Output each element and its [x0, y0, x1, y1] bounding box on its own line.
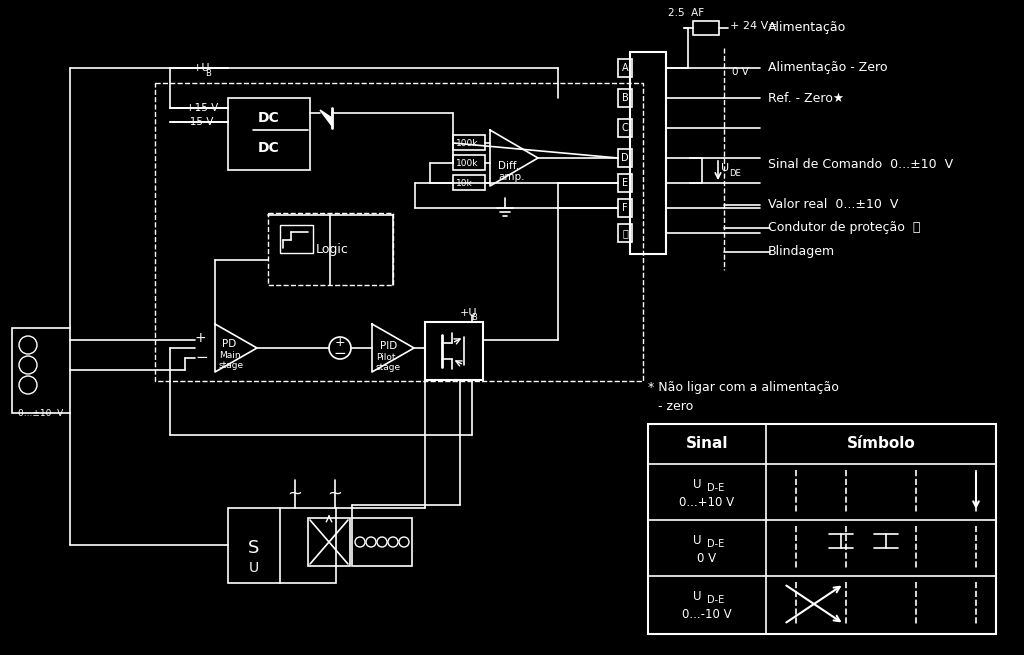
Bar: [618, 89, 632, 107]
Text: + 24 V=: + 24 V=: [730, 21, 777, 31]
Text: 0...+10 V: 0...+10 V: [680, 495, 734, 508]
Text: -15 V: -15 V: [186, 117, 213, 127]
Text: PID: PID: [380, 341, 397, 351]
Bar: [228, 508, 336, 583]
Text: A: A: [622, 63, 629, 73]
Bar: [630, 52, 666, 254]
Text: DC: DC: [258, 141, 280, 155]
Text: 0...-10 V: 0...-10 V: [682, 607, 732, 620]
Text: −: −: [195, 350, 208, 365]
Text: E: E: [622, 178, 628, 188]
Bar: [648, 424, 996, 634]
Text: D-E: D-E: [707, 595, 724, 605]
Text: Símbolo: Símbolo: [847, 436, 915, 451]
Bar: [352, 518, 412, 566]
Text: - zero: - zero: [658, 400, 693, 413]
Text: DE: DE: [729, 168, 740, 178]
Text: U: U: [693, 534, 701, 546]
Text: Diff.: Diff.: [498, 161, 519, 171]
Bar: [453, 135, 485, 150]
Text: Main: Main: [219, 352, 241, 360]
Text: Sinal de Comando  0...±10  V: Sinal de Comando 0...±10 V: [768, 159, 953, 172]
Bar: [155, 83, 643, 381]
Text: Blindagem: Blindagem: [768, 246, 836, 259]
Bar: [618, 224, 632, 242]
Bar: [618, 59, 632, 77]
Text: U: U: [721, 163, 729, 173]
Text: U: U: [249, 561, 259, 575]
Bar: [280, 225, 313, 253]
Text: F: F: [623, 203, 628, 213]
Bar: [618, 119, 632, 137]
Text: 100k: 100k: [456, 138, 478, 147]
Text: +: +: [195, 331, 207, 345]
Text: ~: ~: [328, 485, 342, 503]
Text: +U: +U: [460, 308, 477, 318]
Bar: [693, 21, 719, 35]
Text: 100k: 100k: [456, 159, 478, 168]
Bar: [618, 199, 632, 217]
Text: Alimentação - Zero: Alimentação - Zero: [768, 62, 888, 75]
Text: Logic: Logic: [315, 244, 348, 257]
Bar: [618, 174, 632, 192]
Text: * Não ligar com a alimentação: * Não ligar com a alimentação: [648, 381, 839, 394]
Text: Alimentação: Alimentação: [768, 22, 846, 35]
Text: ⏚: ⏚: [622, 228, 628, 238]
Polygon shape: [319, 110, 332, 126]
Text: B: B: [622, 93, 629, 103]
Bar: [425, 322, 483, 380]
Text: Valor real  0...±10  V: Valor real 0...±10 V: [768, 198, 898, 212]
Text: −: −: [334, 346, 346, 362]
Bar: [12, 328, 70, 413]
Text: S: S: [248, 539, 260, 557]
Text: 0...±10  V: 0...±10 V: [18, 409, 63, 417]
Bar: [308, 518, 350, 566]
Text: +U: +U: [193, 63, 211, 73]
Text: 0 V: 0 V: [732, 67, 749, 77]
Text: stage: stage: [219, 362, 244, 371]
Text: 0 V: 0 V: [697, 552, 717, 565]
Text: +15 V: +15 V: [186, 103, 218, 113]
Text: ~: ~: [288, 485, 302, 503]
Text: amp.: amp.: [498, 172, 524, 182]
Text: Condutor de proteção  ⏚: Condutor de proteção ⏚: [768, 221, 921, 234]
Text: D-E: D-E: [707, 539, 724, 549]
Text: D-E: D-E: [707, 483, 724, 493]
Bar: [268, 213, 393, 285]
Text: Ref. - Zero★: Ref. - Zero★: [768, 92, 844, 105]
Bar: [228, 98, 310, 170]
Bar: [618, 149, 632, 167]
Text: Sinal: Sinal: [686, 436, 728, 451]
Text: C: C: [622, 123, 629, 133]
Text: PD: PD: [222, 339, 237, 349]
Text: DC: DC: [258, 111, 280, 125]
Text: B: B: [205, 69, 211, 77]
Text: stage: stage: [376, 364, 401, 373]
Text: U: U: [693, 477, 701, 491]
Text: Pilot: Pilot: [376, 354, 395, 362]
Text: B: B: [471, 312, 477, 322]
Text: +: +: [335, 337, 345, 350]
Text: 2.5  AF: 2.5 AF: [668, 8, 705, 18]
Text: D: D: [622, 153, 629, 163]
Bar: [453, 175, 485, 190]
Text: 10k: 10k: [456, 179, 473, 187]
Bar: [453, 155, 485, 170]
Text: U: U: [693, 590, 701, 603]
